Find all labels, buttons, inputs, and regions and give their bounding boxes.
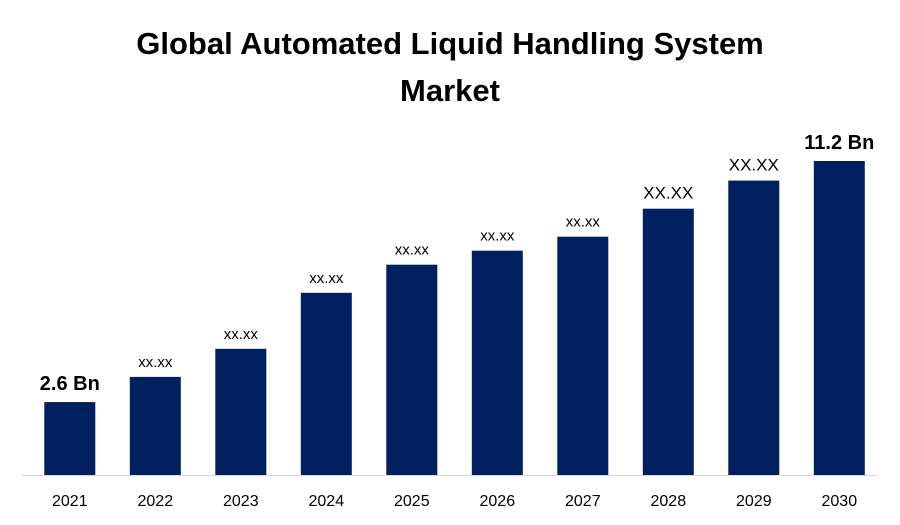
x-tick-label-2027: 2027 [565, 493, 601, 510]
bar-2027 [557, 236, 609, 475]
bar-2023 [215, 348, 267, 475]
data-label-2025: xx.xx [395, 242, 430, 259]
x-tick-label-2024: 2024 [309, 493, 345, 510]
chart-title-line-1: Global Automated Liquid Handling System [136, 26, 764, 61]
data-label-2027: xx.xx [566, 214, 601, 231]
x-tick-label-2023: 2023 [223, 493, 259, 510]
bar-2026 [471, 250, 523, 475]
data-label-2030: 11.2 Bn [804, 132, 874, 154]
data-label-2029: XX.XX [729, 156, 779, 175]
data-label-2021: 2.6 Bn [40, 373, 100, 395]
bar-2028 [642, 208, 694, 475]
x-tick-label-2021: 2021 [52, 493, 88, 510]
bar-2029 [728, 180, 780, 475]
bar-2030 [813, 161, 865, 475]
bar-2025 [386, 264, 438, 475]
data-label-2022: xx.xx [138, 354, 173, 371]
bars-group [44, 161, 865, 475]
data-labels-group: 2.6 Bn xx.xx xx.xx xx.xx xx.xx xx.xx xx.xx XX.X… [40, 132, 875, 395]
data-label-2028: XX.XX [643, 184, 693, 203]
data-label-2023: xx.xx [224, 326, 259, 343]
x-tick-label-2025: 2025 [394, 493, 430, 510]
x-tick-label-2026: 2026 [480, 493, 516, 510]
x-tick-label-2029: 2029 [736, 493, 772, 510]
chart-title-line-2: Market [400, 73, 500, 108]
x-tick-label-2022: 2022 [138, 493, 174, 510]
bar-2024 [300, 292, 352, 475]
data-label-2024: xx.xx [309, 270, 344, 287]
x-tick-labels-group: 2021 2022 2023 2024 2025 2026 2027 2028 2029 2030 [52, 493, 857, 510]
x-tick-label-2030: 2030 [822, 493, 858, 510]
chart-title: Global Automated Liquid Handling System … [0, 20, 900, 114]
data-label-2026: xx.xx [480, 228, 515, 245]
bar-2022 [129, 376, 181, 475]
bar-2021 [44, 402, 96, 475]
x-tick-label-2028: 2028 [651, 493, 687, 510]
